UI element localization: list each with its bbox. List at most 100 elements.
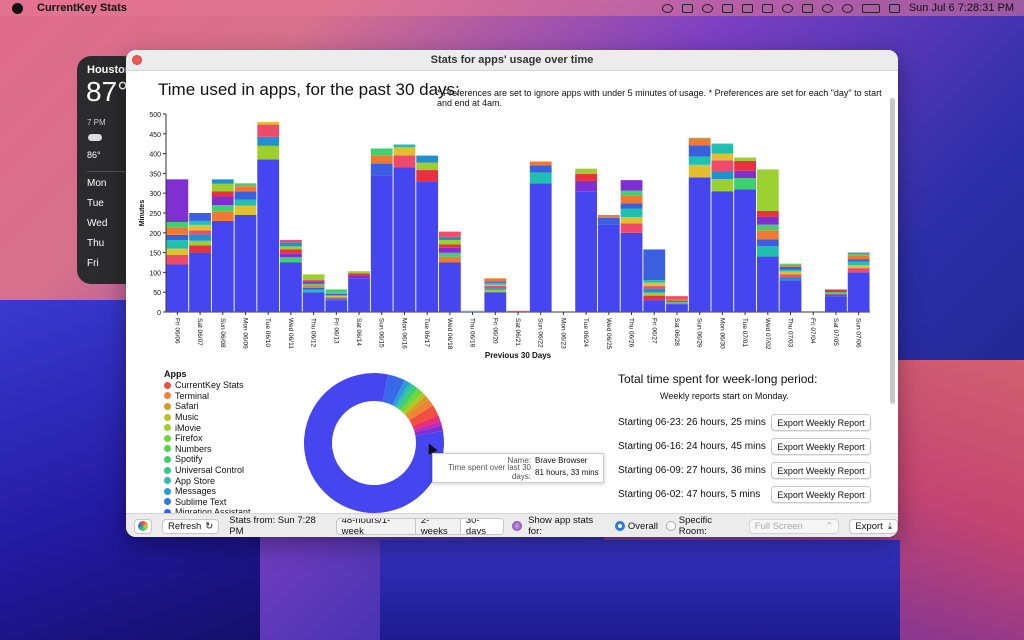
screen-mirroring-icon[interactable] <box>801 3 813 13</box>
bar-segment <box>302 283 325 286</box>
export-button[interactable]: Export ⤓ <box>849 518 898 534</box>
legend-item[interactable]: App Store <box>164 475 294 486</box>
refresh-label: Refresh <box>168 520 202 532</box>
battery-icon[interactable] <box>861 3 880 13</box>
room-select[interactable]: Full Screen ⌃ <box>748 518 840 534</box>
usage-bar-chart[interactable]: 0 50 100 150 200 250 300 350 400 450 500 Minutes Pre… <box>126 102 898 362</box>
donut-slice[interactable] <box>400 388 423 413</box>
apps-donut-chart[interactable] <box>304 368 444 518</box>
x-tick-label: Tue 06/17 <box>423 318 430 347</box>
x-tick-label: Sun 06/22 <box>537 318 544 348</box>
donut-slice[interactable] <box>382 374 405 406</box>
apps-legend[interactable]: Apps CurrentKey Stats Terminal Safari Music… <box>164 369 294 514</box>
x-tick-label: Sun 07/06 <box>855 318 862 348</box>
donut-slice[interactable] <box>398 385 418 411</box>
wifi-icon[interactable] <box>841 3 853 13</box>
donut-slice[interactable] <box>406 398 434 421</box>
menubar-clock[interactable]: Sun Jul 6 7:28:31 PM <box>908 2 1014 14</box>
x-tick-label: Wed 06/11 <box>287 318 294 349</box>
donut-slice[interactable] <box>392 380 410 407</box>
refresh-icon: ↻ <box>205 520 214 532</box>
legend-item[interactable]: Spotify <box>164 454 294 465</box>
donut-slice[interactable] <box>395 382 413 408</box>
week-total: 47 hours, 5 mins <box>686 489 761 500</box>
range-30-days-button[interactable]: 30-days <box>460 518 504 534</box>
cloud-icon[interactable] <box>661 3 673 13</box>
refresh-button[interactable]: Refresh ↻ <box>162 518 220 534</box>
display-icon[interactable] <box>741 3 753 13</box>
overall-label[interactable]: Overall <box>627 520 659 532</box>
x-tick-label: Fri 06/06 <box>173 318 180 344</box>
airplane-icon[interactable] <box>721 3 733 13</box>
donut-slice[interactable] <box>304 373 444 513</box>
donut-slice[interactable] <box>412 414 441 430</box>
time-machine-icon[interactable] <box>781 3 793 13</box>
preferences-note: * Preferences are set to ignore apps wit… <box>437 88 882 108</box>
export-weekly-report-button[interactable]: Export Weekly Report <box>771 486 871 503</box>
donut-slice[interactable] <box>414 425 443 436</box>
range-2-weeks-button[interactable]: 2-weeks <box>415 518 461 534</box>
legend-item[interactable]: CurrentKey Stats <box>164 380 294 391</box>
y-tick-label: 500 <box>149 112 161 119</box>
legend-item[interactable]: Firefox <box>164 433 294 444</box>
bar-segment <box>620 208 643 217</box>
app-menu-name[interactable]: CurrentKey Stats <box>37 2 127 14</box>
specific-room-radio[interactable] <box>666 521 676 531</box>
vertical-scrollbar[interactable] <box>890 98 895 404</box>
bar-segment <box>620 223 643 233</box>
legend-item[interactable]: iMovie <box>164 422 294 433</box>
close-button[interactable] <box>132 55 142 65</box>
bar-segment-brave <box>325 300 348 312</box>
bar-segment <box>666 301 688 303</box>
specific-room-label[interactable]: Specific Room: <box>678 515 713 537</box>
donut-slice[interactable] <box>413 421 442 433</box>
bar-segment <box>166 254 189 265</box>
apple-menu-icon[interactable] <box>12 2 23 14</box>
control-center-icon[interactable] <box>888 3 900 13</box>
bar-segment <box>597 214 620 218</box>
bar-segment <box>234 191 257 200</box>
bar-segment <box>189 240 211 246</box>
palette-button[interactable] <box>134 518 152 534</box>
bar-segment <box>529 165 552 173</box>
bar-segment <box>825 293 847 295</box>
x-tick-label: Fri 06/27 <box>650 318 657 344</box>
bar-segment <box>393 147 416 156</box>
legend-item[interactable]: Universal Control <box>164 465 294 476</box>
bar-segment-brave <box>370 175 393 312</box>
legend-label: Universal Control <box>175 465 245 476</box>
legend-swatch <box>164 392 171 400</box>
keyboard-icon[interactable] <box>761 3 773 13</box>
donut-slice[interactable] <box>396 384 415 409</box>
donut-slice[interactable] <box>409 405 439 427</box>
y-tick-label: 0 <box>157 310 161 317</box>
bluetooth-icon[interactable] <box>681 3 693 13</box>
export-weekly-report-button[interactable]: Export Weekly Report <box>771 462 871 479</box>
legend-item[interactable]: Terminal <box>164 391 294 402</box>
legend-item[interactable]: Messages <box>164 486 294 497</box>
bar-segment <box>825 289 847 292</box>
donut-slice[interactable] <box>404 395 429 417</box>
window-titlebar[interactable]: Stats for apps' usage over time <box>126 50 898 71</box>
export-weekly-report-button[interactable]: Export Weekly Report <box>771 414 871 431</box>
bar-segment <box>756 230 779 240</box>
legend-item[interactable]: Safari <box>164 401 294 412</box>
bar-segment-brave <box>348 278 370 312</box>
legend-item[interactable]: Music <box>164 412 294 423</box>
bar-segment <box>779 271 802 275</box>
donut-slice[interactable] <box>403 392 426 415</box>
legend-item[interactable]: Sublime Text <box>164 497 294 508</box>
bar-segment <box>302 285 325 288</box>
bar-segment <box>734 160 756 171</box>
bar-segment <box>620 190 643 196</box>
legend-label: App Store <box>175 475 216 486</box>
legend-item[interactable]: Migration Assistant <box>164 507 294 514</box>
play-icon[interactable] <box>701 3 713 13</box>
overall-radio[interactable] <box>615 521 625 531</box>
legend-item[interactable]: Numbers <box>164 444 294 455</box>
user-icon[interactable] <box>821 3 833 13</box>
bar-segment <box>325 297 348 299</box>
export-weekly-report-button[interactable]: Export Weekly Report <box>771 438 871 455</box>
range-48-hours-button[interactable]: 48-hours/1-week <box>336 518 416 534</box>
bar-segment <box>211 196 234 206</box>
